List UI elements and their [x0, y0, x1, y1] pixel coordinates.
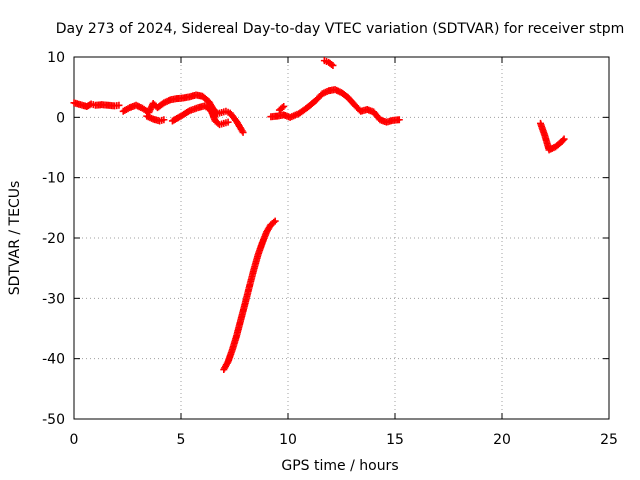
x-tick-label: 5	[177, 432, 186, 448]
data-point	[560, 135, 568, 143]
data-point	[559, 136, 567, 144]
y-axis-label: SDTVAR / TECUs	[7, 181, 23, 296]
x-tick-label: 10	[279, 432, 297, 448]
x-tick-label: 0	[70, 432, 79, 448]
series-arc-7	[275, 102, 288, 114]
data-point	[184, 108, 192, 116]
series-arc-5	[220, 217, 279, 374]
data-point	[329, 61, 337, 69]
grid-lines	[74, 57, 609, 419]
series-arc-8	[320, 57, 337, 69]
data-point	[271, 217, 279, 225]
data-point	[270, 218, 278, 226]
data-point	[280, 102, 288, 110]
x-axis-label: GPS time / hours	[281, 458, 398, 474]
data-point	[160, 116, 168, 124]
y-tick-label: -50	[42, 412, 65, 428]
series-arc-1	[70, 99, 123, 110]
series-arc-2	[119, 91, 247, 136]
chart-title: Day 273 of 2024, Sidereal Day-to-day VTE…	[56, 21, 625, 37]
data-point	[278, 104, 286, 112]
y-tick-label: -30	[42, 291, 65, 307]
series-arc-6	[267, 86, 403, 126]
data-point	[239, 128, 247, 136]
y-tick-label: 0	[56, 110, 65, 126]
series-arc-4	[168, 102, 232, 129]
x-tick-label: 15	[386, 432, 404, 448]
data-point	[395, 116, 403, 124]
y-tick-label: -40	[42, 352, 65, 368]
y-tick-label: 10	[47, 50, 65, 66]
data-point	[115, 101, 123, 109]
series-arc-3	[143, 112, 168, 125]
y-tick-label: -10	[42, 171, 65, 187]
data-point	[224, 118, 232, 126]
series-arc-9	[537, 119, 568, 154]
x-tick-label: 20	[493, 432, 511, 448]
y-tick-label: -20	[42, 231, 65, 247]
data-point	[328, 60, 336, 68]
x-tick-label: 25	[600, 432, 618, 448]
axis-ticks: 0 5 10 15 20 25 -50 -40 -30 -20 -10 0 10	[42, 50, 618, 448]
data-points	[70, 57, 568, 374]
